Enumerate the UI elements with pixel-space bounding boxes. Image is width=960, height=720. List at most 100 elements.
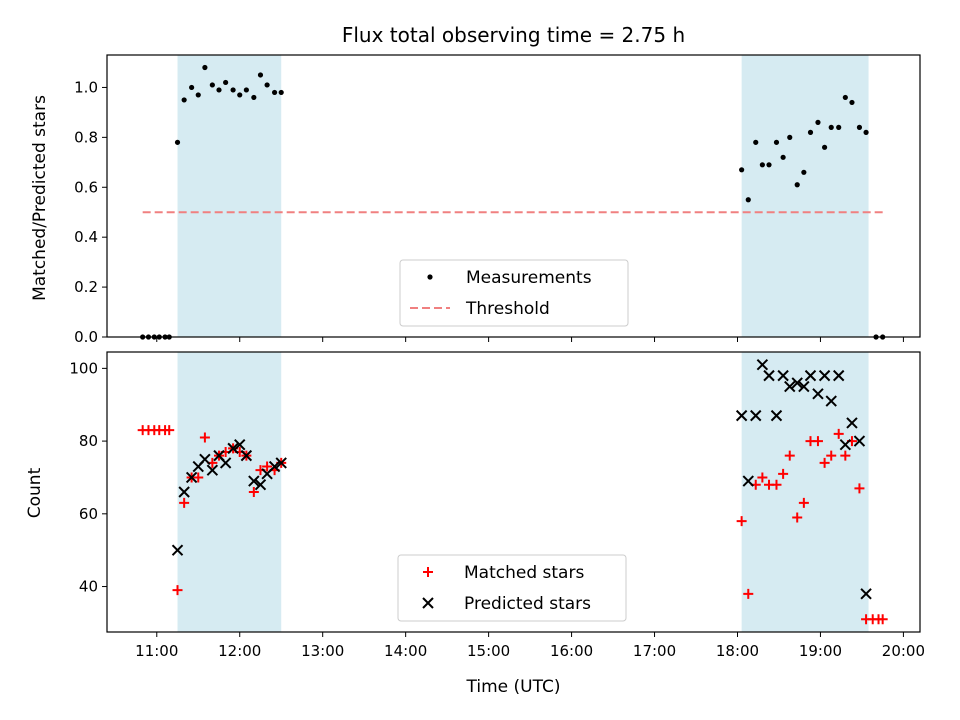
x-tick-label: 16:00 <box>550 642 593 660</box>
measurement-point <box>257 72 264 78</box>
matched-star-point <box>778 468 789 479</box>
matched-star-point <box>840 450 851 461</box>
matched-star-point <box>262 461 273 472</box>
measurement-point <box>243 87 249 93</box>
measurement-point <box>739 167 745 173</box>
x-tick-label: 17:00 <box>633 642 676 660</box>
measurement-point <box>264 82 270 88</box>
measurement-point <box>773 139 780 145</box>
y-tick-label: 0.2 <box>74 278 98 296</box>
y-tick-label: 0.0 <box>74 328 98 346</box>
legend-dot-marker <box>427 274 433 280</box>
measurement-point <box>181 97 187 103</box>
top-legend: Measurements Threshold <box>399 259 629 327</box>
predicted-star-point <box>227 442 239 455</box>
axes-frame <box>106 351 921 633</box>
measurement-point <box>780 154 786 160</box>
legend-label: Measurements <box>466 268 592 288</box>
predicted-star-point <box>756 359 769 371</box>
y-tick-label: 0.8 <box>74 128 98 146</box>
measurement-point <box>849 99 855 106</box>
predicted-star-point <box>199 453 211 465</box>
measurement-point <box>174 139 181 145</box>
predicted-star-point <box>750 409 762 422</box>
measurement-point <box>863 129 869 135</box>
legend-box <box>399 259 629 327</box>
matched-star-point <box>877 614 888 625</box>
matched-star-point <box>812 436 823 447</box>
bottom-legend: Matched stars Predicted stars <box>397 554 627 622</box>
shaded-span-2 <box>741 352 869 632</box>
measurement-point <box>189 84 195 91</box>
measurement-point <box>807 129 814 135</box>
measurement-point <box>753 139 759 145</box>
predicted-star-point <box>178 486 190 498</box>
x-tick-label: 12:00 <box>218 642 261 660</box>
y-tick-label: 60 <box>79 505 98 523</box>
predicted-star-point <box>770 409 783 422</box>
predicted-star-point <box>275 457 287 469</box>
shaded-span-1 <box>177 352 282 632</box>
y-tick-label: 0.6 <box>74 178 98 196</box>
measurement-point <box>202 64 208 71</box>
legend-x-marker <box>422 597 434 609</box>
measurement-point <box>766 162 772 168</box>
top-panel: Flux total observing time = 2.75 h Match… <box>30 23 921 346</box>
legend-box <box>397 554 627 622</box>
measurement-point <box>230 87 236 93</box>
measurement-point <box>223 79 229 86</box>
measurement-point <box>271 89 278 96</box>
matched-star-point <box>743 588 754 599</box>
x-tick-label: 18:00 <box>716 642 759 660</box>
predicted-star-point <box>804 369 817 382</box>
predicted-star-point <box>248 475 260 487</box>
predicted-star-point <box>219 457 232 469</box>
predicted-star-point <box>268 460 281 473</box>
predicted-star-point <box>234 439 246 451</box>
x-tick-label: 20:00 <box>882 642 925 660</box>
matched-star-point <box>248 487 259 497</box>
measurement-point <box>237 92 243 98</box>
measurement-point <box>828 124 834 130</box>
predicted-star-point <box>185 471 198 484</box>
legend-label: Threshold <box>465 299 550 319</box>
predicted-star-point <box>777 369 789 382</box>
matched-star-point <box>172 585 183 596</box>
top-y-axis-label: Matched/Predicted stars <box>30 95 50 301</box>
x-tick-label: 14:00 <box>384 642 427 660</box>
predicted-star-point <box>798 380 810 393</box>
legend-plus-marker <box>423 567 433 577</box>
measurement-point <box>216 87 222 93</box>
predicted-star-point <box>846 417 858 429</box>
matched-star-point <box>193 472 204 483</box>
predicted-star-point <box>818 369 831 382</box>
y-tick-label: 40 <box>79 578 98 596</box>
measurement-point <box>759 162 765 168</box>
legend-label: Predicted stars <box>464 594 591 614</box>
measurement-point <box>787 134 793 140</box>
x-tick-label: 19:00 <box>799 642 842 660</box>
shaded-span-1 <box>177 55 282 337</box>
matched-star-point <box>164 425 175 436</box>
matched-star-point <box>833 428 844 439</box>
matched-star-point <box>798 497 809 508</box>
matched-star-point <box>757 472 768 483</box>
predicted-star-point <box>812 388 824 400</box>
measurement-point <box>801 169 807 175</box>
matched-star-point <box>819 457 830 468</box>
x-tick-label: 15:00 <box>467 642 510 660</box>
x-tick-label: 11:00 <box>135 642 178 660</box>
predicted-star-point <box>742 475 754 487</box>
predicted-star-point <box>735 409 748 422</box>
measurement-point <box>209 82 215 88</box>
bottom-panel: Time (UTC) Count 40 60 80 100 11:00 12:00 13:0… <box>25 351 925 697</box>
x-tick-label: 13:00 <box>301 642 344 660</box>
bottom-y-axis-label: Count <box>25 467 45 518</box>
matched-star-point <box>854 483 865 494</box>
matched-star-point <box>179 497 190 508</box>
matched-star-point <box>826 450 837 461</box>
y-tick-label: 0.4 <box>74 228 98 246</box>
measurement-point <box>842 94 848 101</box>
measurement-point <box>251 94 257 101</box>
